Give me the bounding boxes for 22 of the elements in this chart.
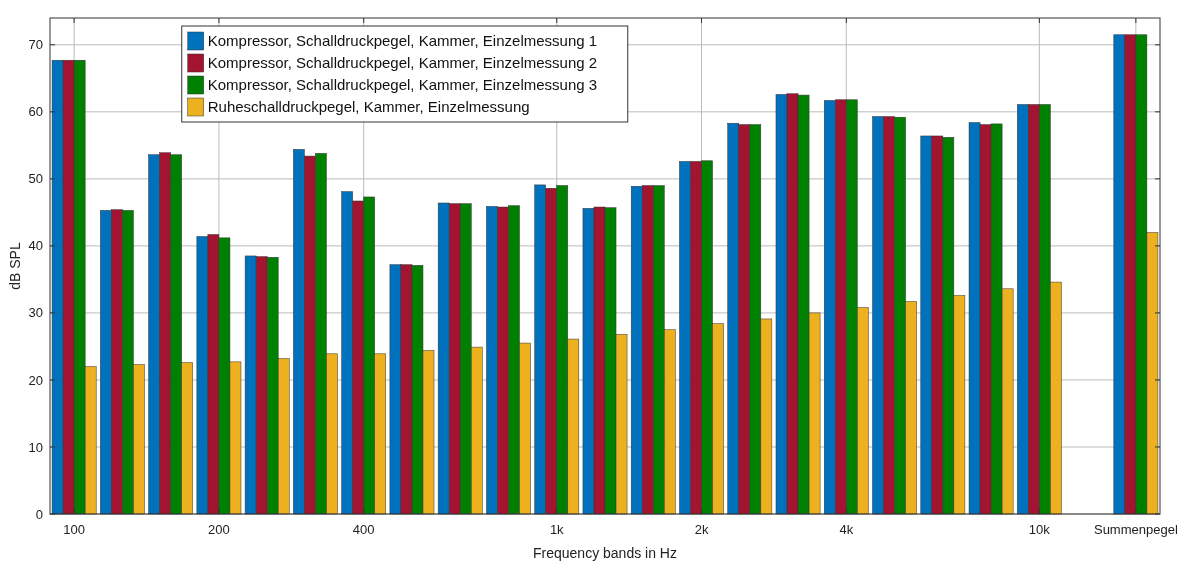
legend-label: Kompressor, Schalldruckpegel, Kammer, Einzelmessung 1 (207, 32, 598, 50)
x-tick-label: 200 (208, 522, 230, 537)
y-tick-label: 50 (28, 171, 43, 187)
x-tick-label: 2k (694, 522, 709, 537)
x-axis-title: Frequency bands in Hz (533, 545, 677, 561)
y-tick-label: 10 (28, 439, 43, 455)
y-tick-label: 70 (28, 37, 43, 53)
y-tick-label: 0 (35, 506, 43, 522)
x-tick-label: 400 (352, 522, 375, 537)
y-tick-label: 20 (28, 372, 43, 388)
y-tick-label: 30 (28, 305, 43, 321)
x-tick-label: 4k (839, 522, 854, 537)
legend-label: Ruheschalldruckpegel, Kammer, Einzelmessung (207, 98, 530, 116)
y-axis-title: dB SPL (7, 242, 23, 290)
legend-label: Kompressor, Schalldruckpegel, Kammer, Einzelmessung 3 (207, 76, 598, 94)
y-tick-label: 40 (28, 238, 43, 254)
x-tick-label: 1k (549, 522, 565, 537)
x-tick-label: Summenpegel (1093, 522, 1178, 537)
y-tick-label: 60 (28, 104, 43, 120)
x-tick-label: 100 (63, 522, 85, 537)
legend-label: Kompressor, Schalldruckpegel, Kammer, Einzelmessung 2 (207, 54, 598, 72)
x-tick-label: 10k (1028, 522, 1051, 537)
